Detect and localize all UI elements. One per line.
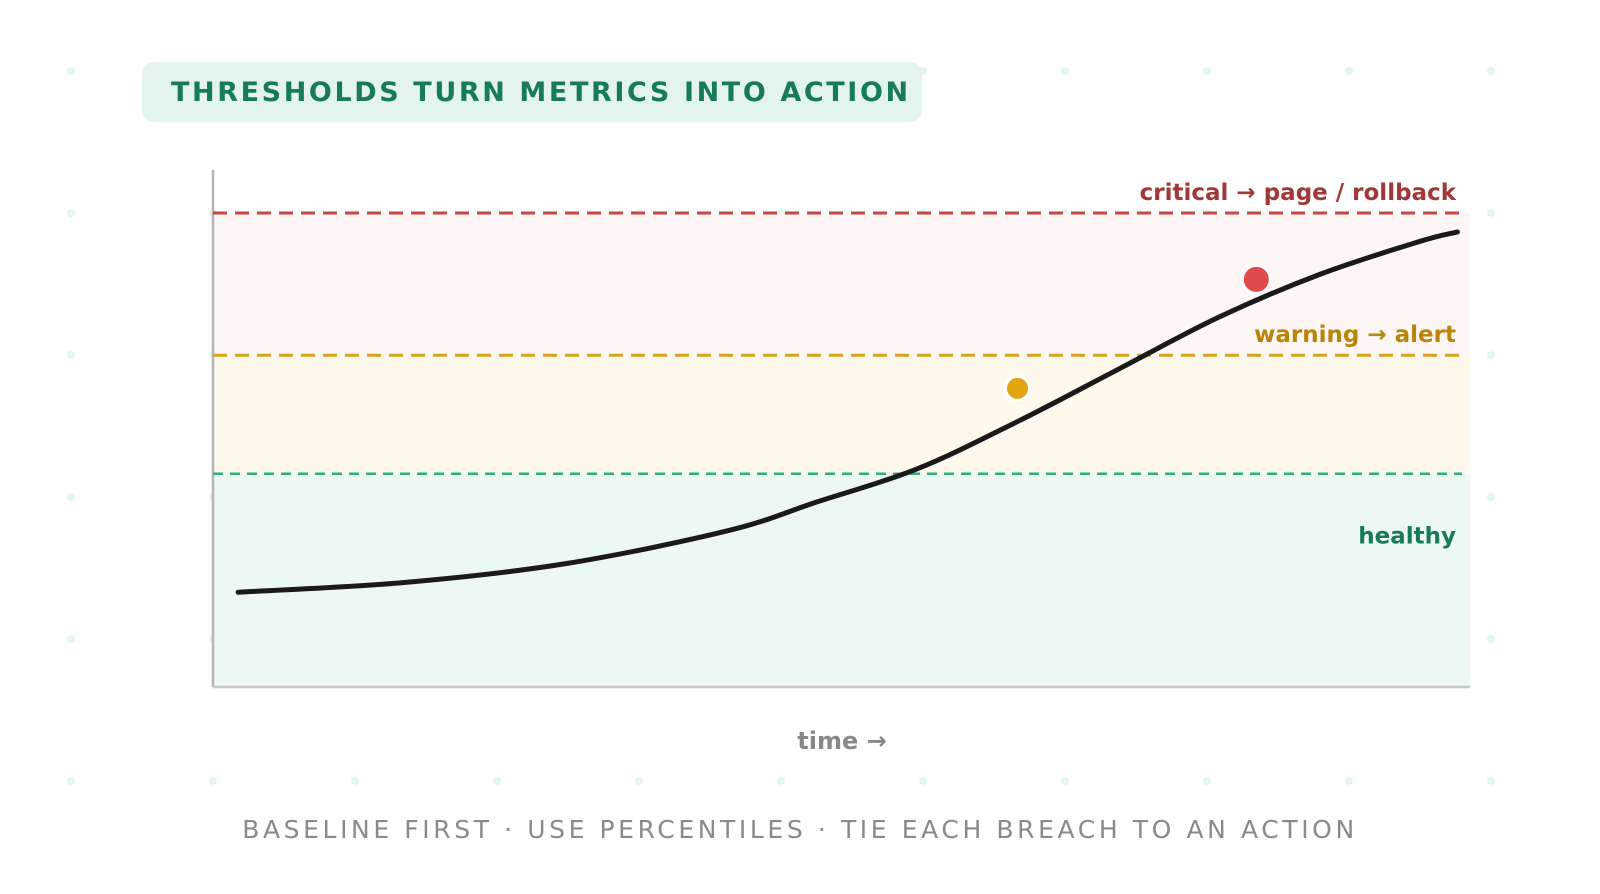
warning-breach-marker	[1003, 374, 1031, 402]
background-dot	[635, 777, 643, 785]
footer-tagline: BASELINE FIRST · USE PERCENTILES · TIE E…	[242, 815, 1358, 844]
background-dot	[777, 777, 785, 785]
x-axis-label: time →	[797, 727, 886, 755]
background-dot	[1487, 635, 1495, 643]
healthy-threshold-label: healthy	[1358, 524, 1456, 550]
background-dot	[67, 209, 75, 217]
background-dot	[1487, 777, 1495, 785]
metric-series-line	[235, 229, 1460, 595]
diagram-title: THRESHOLDS TURN METRICS INTO ACTION	[171, 76, 911, 108]
background-dot	[1061, 777, 1069, 785]
background-dot	[1203, 777, 1211, 785]
background-dot	[209, 777, 217, 785]
background-dot	[1487, 67, 1495, 75]
background-dot	[1061, 67, 1069, 75]
warning-threshold-label: warning → alert	[1254, 322, 1456, 348]
background-dot	[67, 635, 75, 643]
background-dot	[1487, 209, 1495, 217]
background-dot	[919, 777, 927, 785]
background-dot	[67, 67, 75, 75]
background-dot	[493, 777, 501, 785]
critical-breach-marker	[1240, 263, 1272, 295]
background-dot	[67, 493, 75, 501]
background-dot	[67, 351, 75, 359]
background-dot	[1345, 67, 1353, 75]
background-dot	[1487, 351, 1495, 359]
background-dot	[351, 777, 359, 785]
title-banner: THRESHOLDS TURN METRICS INTO ACTION	[142, 62, 922, 122]
background-dot	[1345, 777, 1353, 785]
warning-band	[213, 355, 1470, 474]
critical-threshold-label: critical → page / rollback	[1140, 180, 1457, 206]
background-dot	[67, 777, 75, 785]
background-dot	[1487, 493, 1495, 501]
background-dot	[1203, 67, 1211, 75]
